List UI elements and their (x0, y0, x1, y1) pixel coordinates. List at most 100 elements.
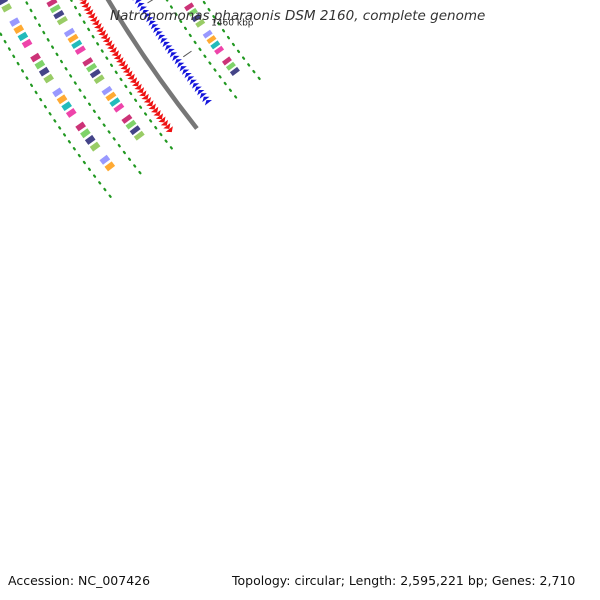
cog-block (75, 121, 86, 132)
map-rings (0, 0, 261, 198)
topology-text: Topology: circular; Length: 2,595,221 bp… (232, 573, 576, 588)
gene-arrow (164, 45, 173, 51)
gene-arrow (184, 73, 192, 79)
gene-arrow (204, 100, 212, 106)
gene-arrow (83, 5, 92, 12)
gene-arrow (141, 9, 150, 16)
cog-block (52, 87, 63, 98)
gene-arrow (91, 19, 100, 26)
gene-arrow (143, 13, 152, 19)
gene-arrow (120, 63, 128, 70)
gene-arrow (89, 16, 98, 22)
gene-arrow (111, 50, 119, 57)
gene-arrow (153, 110, 161, 116)
gene-arrow (187, 76, 195, 82)
tick-mark (147, 0, 154, 4)
cog-block (30, 52, 41, 63)
gene-arrow (150, 24, 159, 30)
cog-block (43, 73, 54, 84)
cog-block (129, 125, 141, 136)
cog-block (184, 2, 195, 12)
dotted-ring-2 (69, 0, 173, 150)
gene-arrow (139, 90, 147, 97)
cog-block (1, 3, 12, 13)
gene-arrow (162, 41, 170, 48)
gene-arrow (87, 12, 96, 19)
cog-block (187, 7, 198, 17)
gene-arrow (122, 67, 131, 73)
cog-block (56, 94, 68, 105)
cog-block (53, 10, 65, 20)
gene-arrow (94, 23, 102, 29)
cog-block (67, 33, 79, 44)
gene-arrow (109, 46, 117, 53)
cog-block (229, 66, 240, 76)
accession-text: Accession: NC_007426 (8, 573, 151, 588)
cog-block (202, 29, 213, 39)
gene-arrow (96, 26, 104, 33)
cog-block (56, 16, 68, 26)
gene-arrow (202, 96, 210, 103)
cog-block (191, 13, 202, 23)
gene-arrow (197, 90, 205, 96)
cog-block (105, 91, 117, 102)
gene-arrow (100, 33, 109, 40)
gene-arrow (165, 126, 173, 133)
gene-arrow (182, 69, 190, 75)
cog-block (225, 61, 236, 71)
gene-arrow (136, 87, 145, 93)
cog-block (63, 27, 75, 38)
gene-arrow (81, 2, 90, 8)
cog-block (113, 102, 125, 113)
cog-block (93, 74, 105, 84)
gene-arrow (129, 77, 138, 84)
gene-arrow (194, 86, 202, 92)
cog-block (0, 0, 8, 6)
gene-arrow (85, 9, 94, 15)
cog-block (109, 97, 121, 107)
gene-arrow (199, 93, 207, 99)
gene-arrow (151, 106, 159, 113)
cog-block (65, 108, 77, 118)
genome-title: Natronomonas pharaonis DSM 2160, complet… (110, 8, 486, 24)
cog-block (121, 114, 133, 124)
gene-arrow (169, 52, 178, 58)
cog-block (222, 56, 232, 66)
cog-block (210, 40, 221, 50)
gene-arrow (132, 0, 134, 1)
cog-block (21, 38, 33, 49)
gene-arrow (116, 57, 124, 63)
gene-arrow (143, 97, 152, 103)
cog-block (86, 62, 98, 73)
gene-arrow (146, 17, 154, 23)
tick-label: 1460 kbp (211, 18, 254, 28)
cog-block (82, 57, 94, 67)
gene-arrow (78, 0, 84, 1)
gene-arrow (192, 83, 200, 89)
cog-block (38, 66, 50, 77)
cog-block (46, 0, 58, 8)
dotted-ring-1 (165, 0, 238, 99)
gene-arrow (177, 62, 185, 68)
cog-block (104, 161, 116, 172)
gene-arrow (104, 40, 113, 46)
cog-block (80, 128, 91, 139)
gene-arrow (158, 116, 166, 123)
gene-arrow (157, 34, 166, 40)
gene-arrow (148, 103, 156, 110)
cog-block (49, 4, 61, 14)
tick-mark (183, 50, 192, 58)
gene-arrow (137, 2, 145, 8)
cog-block (74, 45, 86, 55)
dotted-ring-4 (0, 30, 112, 198)
gene-arrow (141, 93, 149, 100)
gene-arrow (127, 73, 135, 80)
cog-block (17, 31, 29, 42)
gene-arrow (134, 0, 142, 5)
position-ticks: 1460 kbp1480 kbp1500 kbp1520 kbp1540 kbp… (147, 0, 254, 58)
genome-backbone (105, 0, 199, 130)
cog-block (214, 45, 225, 55)
cog-block (125, 119, 137, 130)
